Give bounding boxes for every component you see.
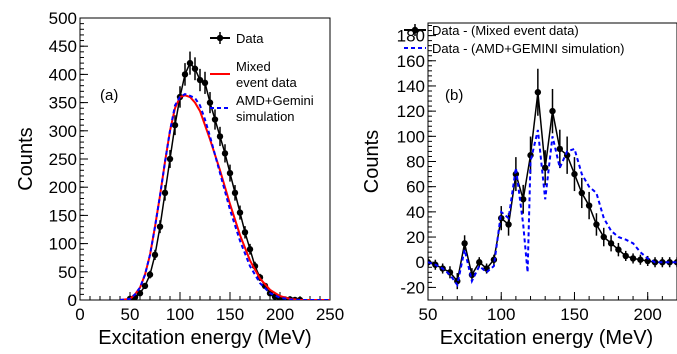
data-point <box>221 150 229 157</box>
y-tick-label: 200 <box>49 178 77 197</box>
data-point <box>231 189 239 197</box>
data-point <box>629 255 637 262</box>
data-point <box>476 259 483 266</box>
y-tick-label: 40 <box>406 203 425 222</box>
x-tick-label: 200 <box>634 305 662 324</box>
y-tick-label: 0 <box>416 253 425 272</box>
y-tick-label: 120 <box>397 102 425 121</box>
y-tick-label: 60 <box>406 178 425 197</box>
legend: Data - (Mixed event data) Data - (AMD+GEM… <box>404 23 625 56</box>
data-point <box>191 65 199 72</box>
x-tick-label: 150 <box>560 305 588 324</box>
data-point <box>534 89 542 96</box>
y-tick-label: -20 <box>400 278 425 297</box>
data-point <box>156 223 164 230</box>
data-point <box>161 189 169 197</box>
data-point <box>644 257 651 265</box>
data-point <box>600 233 607 241</box>
y-axis-label: Counts <box>15 127 37 190</box>
panel-label: (b) <box>445 87 463 104</box>
data-point <box>226 169 234 177</box>
x-axis-label: Excitation energy (MeV) <box>98 327 311 349</box>
data-point <box>505 221 512 228</box>
data-point <box>615 246 622 253</box>
legend-label: Data - (Mixed event data) <box>432 23 579 38</box>
x-tick-label: 50 <box>121 305 140 324</box>
data-point <box>201 79 209 87</box>
data-point <box>585 202 593 209</box>
data-point <box>136 290 144 297</box>
data-point <box>146 271 154 278</box>
y-tick-label: 450 <box>49 37 77 56</box>
y-tick-label: 250 <box>49 150 77 169</box>
y-tick-label: 20 <box>406 228 425 247</box>
data-point <box>261 282 269 290</box>
y-axis-label: Counts <box>361 130 383 193</box>
data-point <box>151 251 159 259</box>
plot-frame <box>79 17 331 301</box>
data-point <box>166 155 174 163</box>
legend-label: AMD+Gemini simulation <box>236 93 314 124</box>
data-point <box>141 282 149 290</box>
data-point <box>593 221 600 228</box>
data-point <box>241 229 249 236</box>
y-tick-label: 500 <box>49 9 77 28</box>
y-tick-label: 50 <box>58 263 77 282</box>
plot-area <box>119 51 330 300</box>
legend-swatch-marker <box>216 34 224 42</box>
legend-label: Mixed event data <box>236 59 297 90</box>
panel-a: 0 50 100 150 200 250 0 50 100 150 200 250 300 350 400 4… <box>15 9 344 349</box>
y-tick-label: 150 <box>49 206 77 225</box>
panel-b: 50 100 150 200 -20 0 20 40 60 80 100 120 140 160 180 Ex… <box>361 22 677 349</box>
y-tick-label: 180 <box>397 27 425 46</box>
x-tick-label: 150 <box>216 305 244 324</box>
series-line <box>119 93 330 300</box>
data-point <box>666 259 673 266</box>
data-point <box>216 133 224 140</box>
y-tick-label: 140 <box>397 77 425 96</box>
data-point <box>171 121 179 129</box>
data-point <box>196 76 204 84</box>
data-point <box>637 256 644 263</box>
series-line <box>428 129 677 288</box>
data-point <box>186 59 194 67</box>
x-tick-label: 50 <box>419 305 438 324</box>
data-point <box>578 189 585 197</box>
x-tick-label: 100 <box>487 305 515 324</box>
data-point <box>549 107 556 115</box>
x-axis-label: Excitation energy (MeV) <box>440 327 653 349</box>
data-point <box>520 196 527 203</box>
data-point <box>181 71 189 78</box>
y-tick-label: 0 <box>68 291 77 310</box>
x-tick-label: 100 <box>166 305 194 324</box>
plot-area <box>428 68 677 290</box>
x-tick-label: 200 <box>266 305 294 324</box>
data-point <box>236 209 244 216</box>
data-point <box>571 170 578 178</box>
data-point <box>556 145 564 153</box>
x-tick-label: 250 <box>316 305 344 324</box>
y-tick-label: 100 <box>397 127 425 146</box>
y-tick-label: 400 <box>49 65 77 84</box>
y-tick-label: 300 <box>49 122 77 141</box>
x-tick-label: 0 <box>75 305 84 324</box>
data-point <box>607 240 615 247</box>
legend-swatch-marker <box>411 26 419 34</box>
y-tick-label: 80 <box>406 153 425 172</box>
y-tick-label: 350 <box>49 94 77 113</box>
data-point <box>211 116 219 123</box>
legend-label: Data - (AMD+GEMINI simulation) <box>432 41 625 56</box>
data-point <box>206 99 214 106</box>
data-point <box>622 252 629 260</box>
data-point <box>541 164 549 171</box>
legend-label: Data <box>236 31 264 46</box>
data-point <box>461 240 468 247</box>
y-tick-label: 100 <box>49 235 77 254</box>
data-point <box>246 246 254 253</box>
y-tick-label: 160 <box>397 52 425 71</box>
panel-label: (a) <box>100 87 118 104</box>
